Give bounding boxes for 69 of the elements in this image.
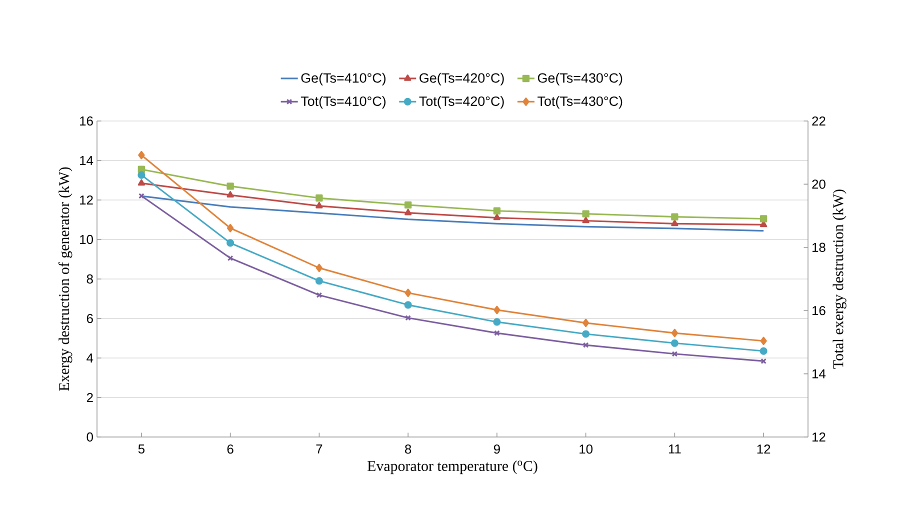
legend-label: Ge(Ts=420°C) — [420, 72, 504, 86]
y-tick-label: 2 — [86, 392, 93, 402]
x-tick-label: 8 — [405, 444, 412, 454]
point — [316, 194, 323, 202]
point — [138, 150, 145, 160]
x-tick-label: 5 — [138, 444, 144, 454]
y-tick-label: 4 — [86, 354, 94, 362]
point — [760, 336, 767, 346]
point — [315, 277, 323, 285]
point — [493, 207, 501, 214]
point — [316, 264, 323, 272]
legend-label: Ge(Ts=410°C) — [301, 72, 386, 86]
point — [138, 179, 145, 186]
y-tick-label: 12 — [80, 195, 93, 205]
point — [671, 220, 678, 226]
y2-tick-label: 12 — [812, 432, 826, 442]
point — [226, 239, 234, 247]
point — [494, 330, 500, 336]
y-axis-title: Exergy destruction of generator (kW) — [58, 167, 72, 391]
point — [582, 342, 589, 348]
x-tick-label: 6 — [227, 444, 234, 454]
point — [405, 314, 411, 321]
y-tick-label: 0 — [86, 432, 93, 442]
point — [672, 350, 678, 357]
point — [493, 214, 500, 220]
y2-axis-title: Total exergy destruction (kW) — [832, 190, 846, 369]
x-axis-title: Evaporator temperature ($^{o}$C) — [368, 460, 538, 474]
point — [582, 330, 590, 338]
y-tick-label: 10 — [80, 234, 93, 244]
y2-tick-label: 22 — [812, 116, 826, 126]
point — [316, 202, 323, 208]
point — [226, 182, 234, 190]
point — [226, 224, 234, 232]
legend-label: Ge(Ts=430°C) — [538, 72, 622, 86]
point — [671, 213, 678, 220]
point — [494, 306, 500, 314]
point — [760, 215, 768, 222]
point — [582, 210, 590, 218]
y2-tick-label: 14 — [812, 369, 826, 378]
x-tick-label: 11 — [668, 444, 681, 454]
point — [226, 191, 234, 198]
y2-tick-label: 20 — [812, 180, 826, 189]
y2-tick-label: 18 — [812, 242, 826, 252]
point — [582, 216, 590, 224]
legend-label: Tot(Ts=430°C) — [538, 96, 622, 109]
x-tick-label: 9 — [494, 444, 500, 454]
legend-label: Tot(Ts=420°C) — [419, 96, 504, 109]
y-tick-label: 6 — [86, 314, 93, 324]
point — [404, 288, 412, 298]
x-tick-label: 12 — [757, 444, 770, 454]
point — [760, 347, 768, 355]
line-series — [140, 195, 764, 232]
point — [404, 201, 412, 209]
x-tick-label: 7 — [316, 444, 322, 454]
y2-tick-label: 16 — [812, 306, 826, 316]
point — [404, 208, 412, 216]
point — [138, 171, 146, 179]
point — [582, 318, 590, 328]
point — [670, 339, 678, 347]
x-tick-label: 10 — [580, 444, 593, 454]
y-tick-label: 14 — [80, 156, 94, 165]
legend-label: Tot(Ts=410°C) — [300, 96, 386, 109]
point — [227, 255, 234, 262]
point — [493, 318, 501, 326]
y-tick-label: 16 — [80, 116, 93, 126]
point — [404, 301, 412, 309]
y-tick-label: 8 — [86, 274, 93, 284]
point — [316, 292, 322, 298]
point — [671, 328, 678, 338]
